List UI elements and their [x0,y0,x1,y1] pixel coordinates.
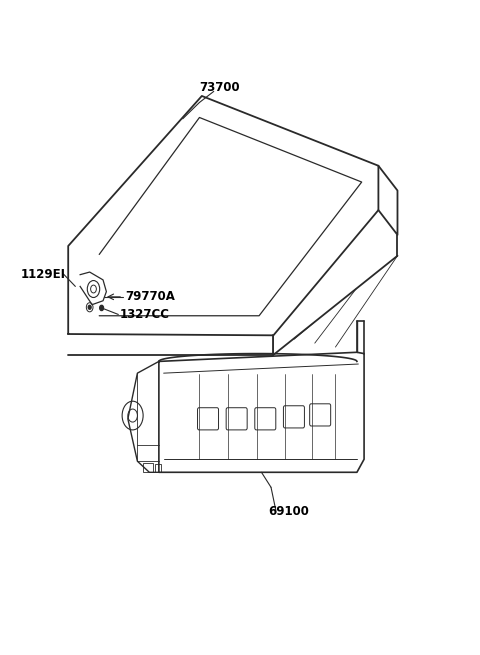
Text: 1327CC: 1327CC [120,308,170,321]
Circle shape [100,305,104,310]
Text: 69100: 69100 [269,505,310,518]
Text: 1129EI: 1129EI [21,267,65,280]
Text: 73700: 73700 [199,81,240,94]
Bar [143,462,153,472]
Text: 79770A: 79770A [125,290,175,303]
Bar [155,464,161,472]
Circle shape [88,305,91,309]
